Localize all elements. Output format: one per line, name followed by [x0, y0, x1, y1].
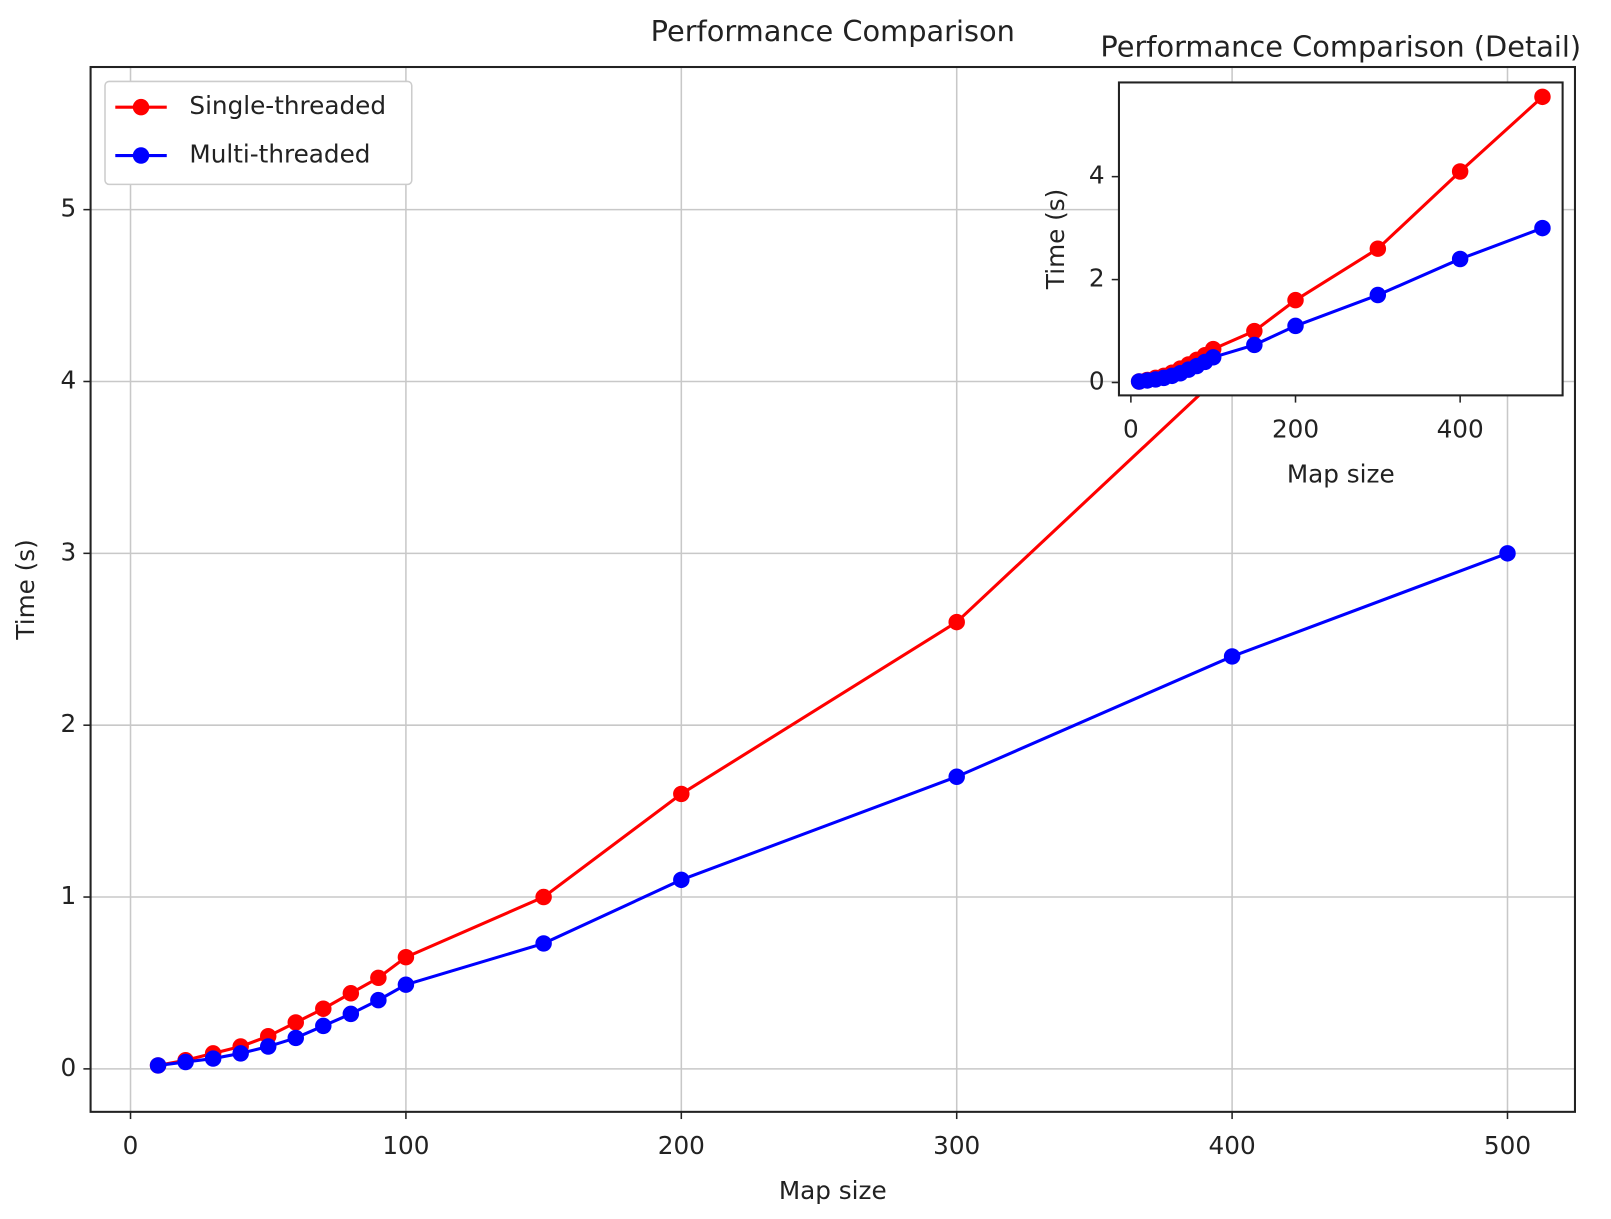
y-tick-label: 2	[60, 709, 76, 738]
data-point	[1287, 291, 1304, 309]
data-point	[315, 1000, 332, 1017]
data-point	[1369, 240, 1387, 257]
data-point	[535, 888, 552, 906]
data-point	[397, 948, 415, 966]
data-point	[1499, 545, 1516, 562]
y-tick-label: 2	[1089, 264, 1105, 293]
y-tick-label: 1	[60, 881, 76, 910]
y-tick-label: 5	[60, 194, 76, 223]
x-tick-label: 0	[1123, 414, 1139, 443]
plot-frame	[1117, 81, 1564, 397]
data-point	[1369, 286, 1387, 304]
data-point	[287, 1029, 304, 1047]
y-tick-label: 4	[60, 365, 76, 394]
data-point	[204, 1050, 222, 1067]
x-tick-label: 200	[1272, 414, 1319, 443]
y-tick-label: 4	[1089, 161, 1105, 190]
legend-box	[104, 80, 413, 186]
data-point	[315, 1017, 332, 1035]
x-tick-label: 300	[933, 1131, 980, 1160]
data-point	[1451, 163, 1469, 180]
data-point	[1246, 336, 1263, 354]
x-tick-label: 100	[382, 1131, 429, 1160]
legend-marker	[132, 98, 150, 116]
data-point	[342, 1005, 360, 1023]
x-tick-label: 400	[1437, 414, 1484, 443]
data-point	[673, 785, 690, 803]
data-point	[1287, 317, 1304, 335]
data-point	[1204, 349, 1222, 366]
data-point	[673, 871, 690, 889]
x-tick-label: 0	[123, 1131, 139, 1160]
data-point	[149, 1057, 167, 1074]
data-point	[397, 976, 415, 993]
data-point	[287, 1014, 304, 1031]
chart-title: Performance Comparison (Detail)	[1100, 29, 1581, 63]
data-point	[232, 1045, 249, 1062]
x-tick-label: 200	[658, 1131, 705, 1160]
y-tick-label: 0	[60, 1053, 76, 1082]
data-point	[1534, 88, 1551, 106]
legend-label: Single-threaded	[189, 91, 386, 120]
y-tick-label: 0	[1089, 367, 1105, 396]
y-axis-label: Time (s)	[1041, 189, 1070, 290]
data-point	[370, 991, 387, 1009]
data-point	[1223, 648, 1241, 665]
chart-title: Performance Comparison	[651, 14, 1015, 48]
data-point	[370, 969, 387, 987]
plot-area	[1118, 82, 1563, 396]
data-point	[259, 1038, 277, 1055]
data-point	[535, 935, 552, 952]
x-tick-label: 500	[1484, 1131, 1531, 1160]
legend-marker	[132, 147, 150, 164]
x-axis-label: Map size	[779, 1176, 887, 1205]
data-point	[1246, 322, 1263, 340]
data-point	[1534, 219, 1551, 237]
data-point	[948, 768, 965, 785]
data-point	[342, 985, 360, 1002]
data-point	[177, 1053, 194, 1071]
data-point	[1451, 250, 1469, 268]
y-tick-label: 3	[60, 537, 76, 566]
x-axis-label: Map size	[1287, 460, 1395, 489]
plot-frame	[89, 65, 1577, 1113]
legend-label: Multi-threaded	[189, 140, 370, 169]
x-tick-label: 400	[1209, 1131, 1256, 1160]
y-axis-label: Time (s)	[11, 539, 40, 640]
data-point	[948, 613, 965, 631]
